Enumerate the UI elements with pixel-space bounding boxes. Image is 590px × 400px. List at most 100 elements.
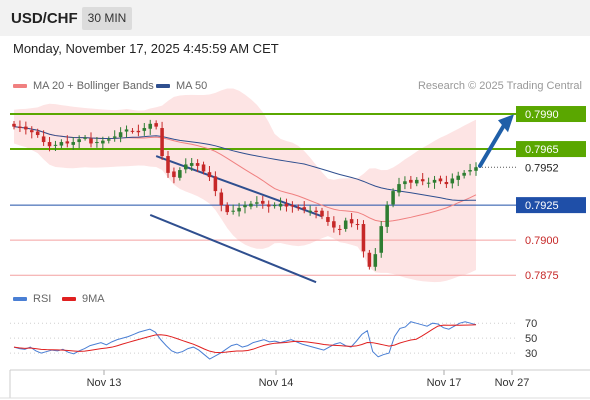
level-label-0.7875: 0.7875 [525,270,559,282]
candle-body [414,179,419,184]
x-tick-label: Nov 14 [259,377,294,389]
candle-body [112,136,117,138]
candle-body [136,130,141,133]
candle-body [314,210,318,213]
candle-body [284,203,289,207]
symbol-title: USD/CHF [11,10,78,27]
level-box-0.7925 [516,197,586,214]
timestamp: Monday, November 17, 2025 4:45:59 AM CET [13,41,279,56]
candle-body [83,137,87,139]
candle-body [255,202,259,204]
candle-body [106,139,111,141]
candle-body [403,181,407,185]
candle-body [219,192,224,206]
candle-body [142,128,147,131]
candle-body [249,203,253,207]
candle-body [385,205,389,227]
current-price-label: 0.7952 [525,162,559,174]
candle-body [65,141,70,144]
chart-header: USD/CHF 30 MIN [0,0,590,36]
candle-body [166,156,170,173]
candle-body [468,170,472,172]
rsi-ma-line [13,324,477,354]
candle-body [12,123,16,127]
candle-body [231,210,235,212]
x-tick-label: Nov 13 [87,377,122,389]
candle-body [172,171,176,178]
x-tick-label: Nov 27 [495,377,530,389]
projection-arrow-shaft [478,123,506,168]
candle-body [302,207,307,210]
candle-body [225,205,230,213]
candle-body [213,176,218,192]
candle-body [189,163,194,166]
rsi-tick-70: 70 [525,318,537,330]
candle-body [237,207,241,212]
candle-body [326,217,330,222]
candle-body [260,200,265,204]
projection-arrowhead [498,114,514,133]
bollinger-band-fill [14,88,476,283]
candle-body [160,128,164,157]
channel-upper-line [155,155,323,218]
legend-label-9ma: 9MA [82,293,105,305]
current-price-box [516,159,586,176]
candle-body [420,179,425,182]
candle-body [456,175,461,180]
channel-lower-line [149,213,317,284]
legend-label-rsi: RSI [33,293,52,305]
candle-body [243,205,247,208]
candle-body [89,138,93,144]
candle-body [373,254,378,267]
candle-body [35,131,40,136]
candle-body [450,178,455,184]
level-box-0.7990 [516,106,586,123]
candle-body [409,179,413,183]
candle-body [101,140,105,144]
legend-swatch-ma50 [156,84,170,88]
legend-label-ma20: MA 20 + Bollinger Bands [33,80,154,92]
candle-body [332,221,336,228]
legend-swatch-ma20 [13,84,27,88]
candle-body [391,191,395,205]
candle-body [18,126,22,129]
candle-body [148,123,153,129]
candle-body [349,219,354,224]
x-tick-label: Nov 17 [427,377,462,389]
candle-body [444,181,449,185]
candle-body [47,142,52,147]
candle-body [278,203,283,207]
rsi-tick-50: 50 [525,333,537,345]
candle-body [53,144,58,146]
candle-body [337,228,342,230]
rsi-line [13,321,477,360]
candle-body [130,130,135,132]
candle-body [59,142,64,146]
candle-body [367,252,372,267]
level-box-0.7965 [516,141,586,158]
candle-body [379,226,384,253]
candle-body [343,220,348,229]
candle-body [124,129,129,132]
candle-body [207,172,212,178]
candle-body [272,205,277,207]
candle-body [183,164,188,170]
legend-swatch-rsi [13,297,27,301]
candle-body [474,167,478,171]
candle-body [462,172,466,176]
candle-body [308,210,312,212]
candle-body [178,170,182,178]
candle-body [195,163,200,166]
candle-body [266,204,271,207]
rsi-tick-30: 30 [525,348,537,360]
candle-body [29,130,34,133]
candle-body [361,224,366,252]
candle-body [397,184,401,193]
candle-body [154,123,158,127]
candle-body [296,207,301,209]
timeframe-button[interactable]: 30 MIN [82,7,132,30]
credit-text: Research © 2025 Trading Central [417,80,582,92]
candle-body [432,179,437,183]
candle-body [41,136,46,143]
